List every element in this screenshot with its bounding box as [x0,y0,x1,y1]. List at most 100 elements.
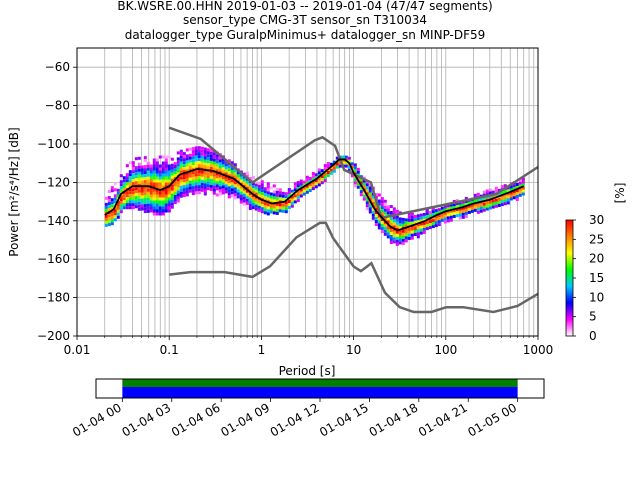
psd-density-cell [206,181,210,185]
psd-density-cell [185,163,189,167]
psd-density-cell [164,158,168,162]
psd-density-cell [383,211,387,215]
psd-density-cell [521,183,525,187]
psd-density-cell [182,185,186,189]
psd-density-cell [365,198,369,202]
psd-density-cell [470,203,474,207]
psd-density-cell [248,195,252,198]
psd-density-cell [275,190,279,194]
psd-density-cell [131,179,135,183]
psd-density-cell [143,207,147,211]
psd-density-cell [341,161,345,165]
psd-density-cell [212,164,216,168]
psd-density-cell [392,234,396,238]
psd-density-cell [191,192,195,196]
psd-density-cell [152,206,156,210]
psd-density-cell [260,201,264,205]
psd-density-cell [143,192,147,196]
psd-density-cell [179,164,183,168]
psd-density-cell [155,176,159,180]
psd-density-cell [203,159,207,163]
psd-density-cell [242,202,246,206]
psd-density-cell [473,205,477,209]
psd-density-cell [134,205,138,209]
psd-density-cell [209,154,213,158]
psd-density-cell [284,192,288,196]
psd-density-cell [368,183,372,187]
psd-density-cell [176,184,180,188]
psd-density-cell [248,177,252,180]
psd-density-cell [182,176,186,180]
psd-density-cell [140,204,144,208]
psd-density-cell [119,183,123,187]
y-tick-label: −160 [37,252,70,266]
psd-density-cell [518,187,522,191]
psd-density-cell [257,193,261,197]
psd-density-cell [209,178,213,182]
psd-density-cell [104,220,108,224]
psd-density-cell [203,153,207,157]
psd-density-cell [371,195,375,199]
psd-density-cell [311,172,315,176]
psd-density-cell [179,170,183,174]
psd-density-cell [191,174,195,178]
psd-density-cell [161,197,165,201]
psd-density-cell [137,186,141,190]
psd-density-cell [479,209,483,213]
psd-density-cell [473,208,477,212]
psd-density-cell [407,230,411,234]
psd-density-cell [146,185,150,189]
psd-density-cell [356,176,360,180]
psd-density-cell [407,233,411,237]
psd-density-cell [485,189,489,193]
psd-density-cell [404,218,408,222]
psd-density-cell [191,180,195,184]
psd-density-cell [266,206,270,210]
psd-density-cell [122,182,126,186]
psd-density-cell [503,190,507,194]
psd-density-cell [128,170,132,174]
psd-density-cell [176,193,180,197]
psd-density-cell [452,203,456,206]
psd-density-cell [209,148,213,152]
psd-density-cell [434,224,438,228]
psd-density-cell [449,215,453,219]
psd-density-cell [125,182,129,186]
psd-density-cell [269,210,273,214]
psd-density-cell [512,184,516,188]
psd-density-cell [227,192,231,196]
psd-density-cell [320,178,324,182]
psd-density-cell [377,217,381,221]
psd-density-cell [488,206,492,210]
psd-density-cell [212,158,216,162]
psd-density-cell [230,170,234,174]
psd-density-cell [119,186,123,190]
psd-density-cell [113,218,117,222]
psd-density-cell [437,208,441,212]
colorbar-tick-label: 30 [589,213,604,227]
psd-density-cell [263,202,267,206]
psd-density-cell [302,192,306,196]
psd-density-cell [464,196,468,200]
y-tick-label: −60 [45,60,70,74]
psd-density-cell [194,185,198,189]
psd-density-cell [176,163,180,167]
psd-density-cell [260,189,264,193]
psd-density-cell [143,201,147,205]
psd-density-cell [215,154,219,158]
psd-density-cell [167,194,171,198]
psd-density-cell [161,161,165,165]
psd-density-cell [464,205,468,209]
psd-density-cell [158,176,162,180]
psd-density-cell [281,206,285,210]
psd-density-cell [143,210,147,214]
psd-density-cell [266,185,270,189]
psd-density-cell [116,194,120,198]
colorbar-label: [%] [613,183,627,204]
psd-density-cell [380,203,384,207]
psd-density-cell [191,162,195,166]
psd-density-cell [515,192,519,195]
psd-density-cell [161,191,165,195]
psd-density-cell [170,190,174,194]
psd-density-cell [395,230,399,234]
